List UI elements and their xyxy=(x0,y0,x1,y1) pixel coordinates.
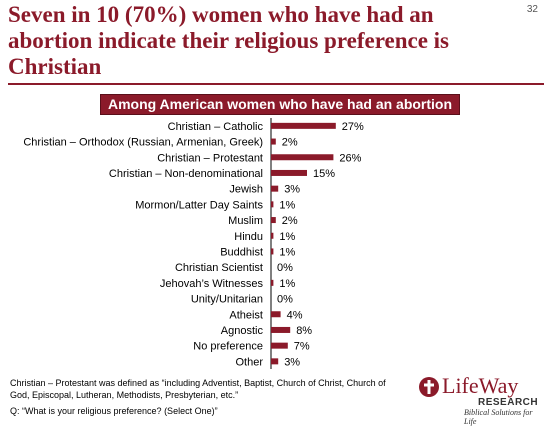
bar xyxy=(271,342,288,349)
category-label: Atheist xyxy=(229,309,263,321)
category-label: No preference xyxy=(193,341,263,353)
category-label: Christian – Protestant xyxy=(157,152,263,164)
bar xyxy=(271,169,307,176)
chart-title-banner: Among American women who have had an abo… xyxy=(100,94,460,115)
bar xyxy=(271,138,276,145)
category-label: Agnostic xyxy=(221,325,264,337)
category-label: Buddhist xyxy=(220,246,263,258)
title-divider xyxy=(8,83,544,85)
category-label: Christian Scientist xyxy=(175,262,263,274)
slide-title: Seven in 10 (70%) women who have had an … xyxy=(8,2,449,79)
category-label: Mormon/Latter Day Saints xyxy=(135,199,263,211)
value-label: 3% xyxy=(284,184,300,196)
survey-question: Q: “What is your religious preference? (… xyxy=(10,406,218,416)
value-label: 1% xyxy=(279,199,295,211)
category-label: Unity/Unitarian xyxy=(191,294,263,306)
bar xyxy=(271,217,276,224)
value-label: 1% xyxy=(279,231,295,243)
logo-name: LifeWay xyxy=(442,373,519,398)
bar xyxy=(271,154,334,161)
value-label: 0% xyxy=(277,262,293,274)
logo-subname: RESEARCH xyxy=(478,397,539,408)
bar xyxy=(271,326,291,333)
category-label: Christian – Catholic xyxy=(168,121,264,133)
value-label: 2% xyxy=(282,137,298,149)
value-label: 15% xyxy=(313,168,335,180)
value-label: 0% xyxy=(277,294,293,306)
bar xyxy=(271,122,336,129)
bar xyxy=(271,185,279,192)
bar xyxy=(271,201,274,208)
value-label: 26% xyxy=(339,152,361,164)
category-label: Jewish xyxy=(229,184,263,196)
logo-tagline: Biblical Solutions for Life xyxy=(464,408,533,426)
value-label: 3% xyxy=(284,356,300,368)
value-label: 27% xyxy=(342,121,364,133)
value-label: 7% xyxy=(294,341,310,353)
bar xyxy=(271,279,274,286)
value-label: 2% xyxy=(282,215,298,227)
value-label: 4% xyxy=(287,309,303,321)
value-label: 8% xyxy=(296,325,312,337)
category-label: Other xyxy=(235,356,263,368)
cross-in-circle-icon xyxy=(419,377,439,397)
category-label: Muslim xyxy=(228,215,263,227)
bar xyxy=(271,232,274,239)
value-label: 1% xyxy=(279,246,295,258)
value-label: 1% xyxy=(279,278,295,290)
slide-number: 32 xyxy=(526,4,538,15)
category-label: Christian – Non-denominational xyxy=(109,168,263,180)
category-label: Christian – Orthodox (Russian, Armenian,… xyxy=(23,137,263,149)
lifeway-logo: LifeWay RESEARCH Biblical Solutions for … xyxy=(418,373,546,426)
bar xyxy=(271,248,274,255)
footnote: Christian – Protestant was defined as “i… xyxy=(10,378,386,400)
category-label: Hindu xyxy=(234,231,263,243)
bar xyxy=(271,358,279,365)
bar xyxy=(271,311,281,318)
category-label: Jehovah’s Witnesses xyxy=(160,278,264,290)
